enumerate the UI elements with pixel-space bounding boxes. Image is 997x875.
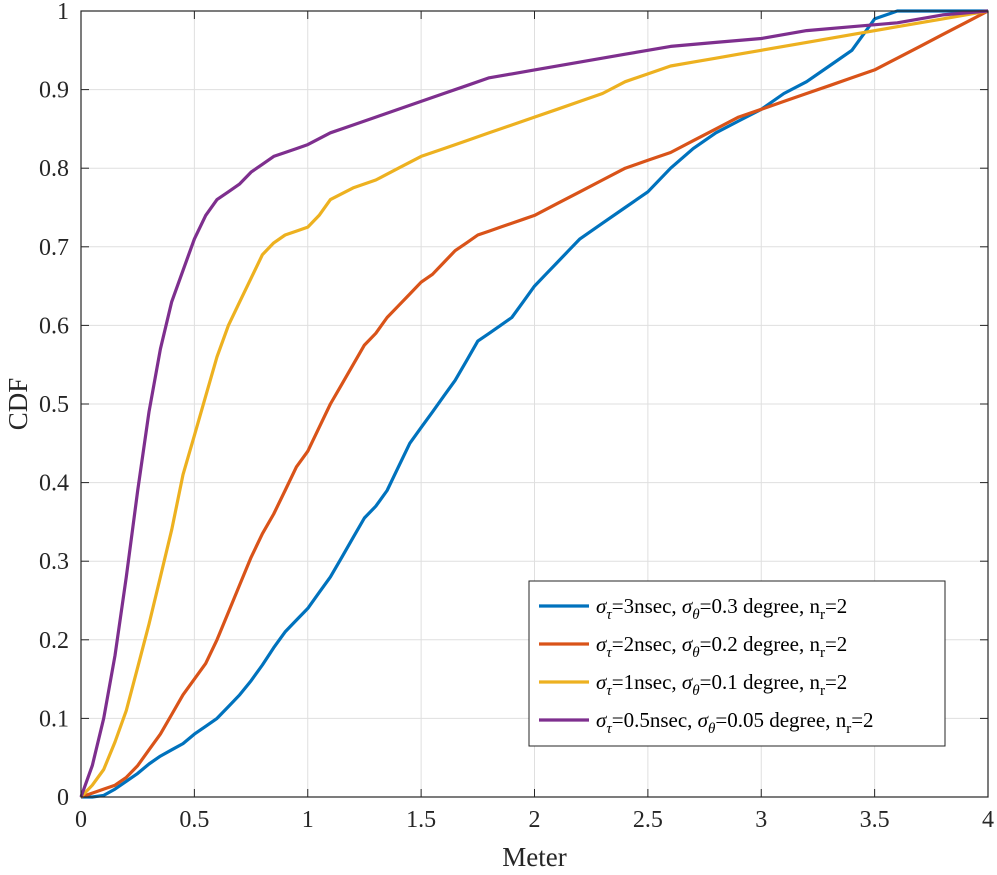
series-line-1 [81,9,988,799]
legend: στ=3nsec, σθ=0.3 degree, nr=2 στ=2nsec, σ… [528,580,946,747]
legend-label-2: στ=2nsec, σθ=0.2 degree, nr=2 [596,632,847,661]
x-tick-label: 3.5 [860,807,890,833]
grid [80,10,989,798]
x-tick-label: 1 [302,807,314,833]
y-tick-label: 0 [57,785,69,811]
series-line-3 [79,9,989,799]
x-tick-label: 3 [755,807,767,833]
legend-label-1: στ=3nsec, σθ=0.3 degree, nr=2 [596,594,847,623]
x-tick-label: 2 [529,807,541,833]
x-tick-label: 0 [75,807,87,833]
x-tick-label: 4 [982,807,994,833]
y-tick-label: 0.4 [39,471,69,497]
y-tick-label: 0.3 [39,549,69,575]
x-tick-label: 2.5 [633,807,663,833]
y-tick-label: 0.2 [39,628,69,654]
x-tick-label: 0.5 [179,807,209,833]
y-tick-label: 0.9 [39,78,69,104]
y-tick-label: 0.1 [39,706,69,732]
legend-label-4: στ=0.5nsec, σθ=0.05 degree, nr=2 [596,708,874,737]
legend-label-3: στ=1nsec, σθ=0.1 degree, nr=2 [596,670,847,699]
series-line-2 [80,9,989,799]
y-axis-label: CDF [3,378,33,431]
y-tick-label: 0.5 [39,392,69,418]
ticks: 0 0.5 1 1.5 2 2.5 3 3.5 4 0 0.1 0.2 0.3 0.4 0.5 0.6 0.7 0… [39,0,994,833]
legend-box [528,580,946,747]
x-axis-label: Meter [502,842,566,870]
x-tick-label: 1.5 [406,807,436,833]
series-line-4 [79,9,989,798]
y-tick-label: 0.7 [39,235,69,261]
y-tick-label: 0.8 [39,156,69,182]
series-lines [79,9,989,799]
y-tick-label: 1 [57,0,69,25]
y-tick-label: 0.6 [39,313,69,339]
